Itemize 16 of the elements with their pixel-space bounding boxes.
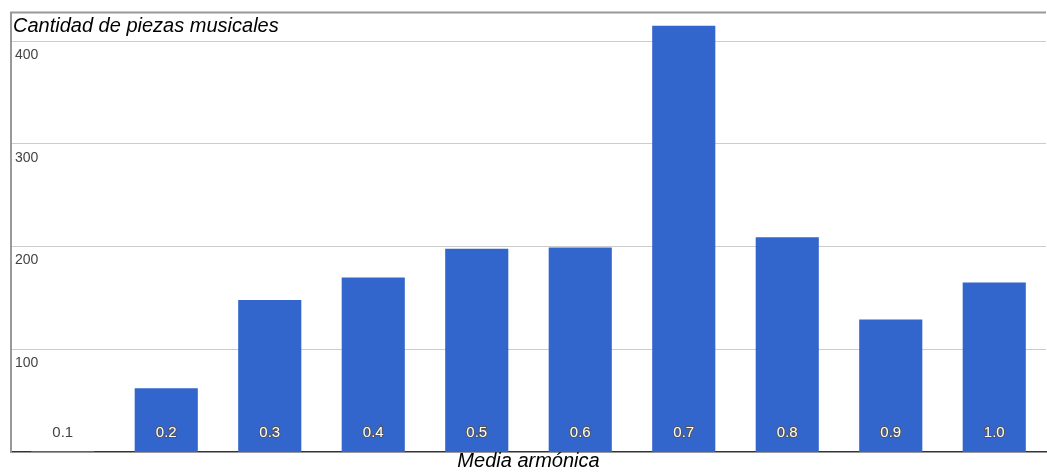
x-tick-label: 0.3 xyxy=(259,423,281,441)
y-tick-label: 200 xyxy=(15,251,39,268)
x-tick-label: 0.5 xyxy=(466,423,488,441)
y-tick-label: 400 xyxy=(15,46,39,63)
x-tick-label: 0.8 xyxy=(776,423,798,441)
x-tick-label: 1.0 xyxy=(983,423,1005,441)
x-tick-label: 0.7 xyxy=(673,423,695,441)
x-tick-label: 0.6 xyxy=(569,423,591,441)
x-axis-title: Media armónica xyxy=(457,448,600,471)
y-tick-label: 100 xyxy=(15,354,39,371)
chart-title: Cantidad de piezas musicales xyxy=(13,13,279,36)
x-tick-label: 0.2 xyxy=(155,423,177,441)
y-tick-label: 300 xyxy=(15,148,39,165)
x-tick-label: 0.1 xyxy=(52,423,74,441)
x-tick-label: 0.9 xyxy=(880,423,902,441)
x-tick-label: 0.4 xyxy=(362,423,384,441)
